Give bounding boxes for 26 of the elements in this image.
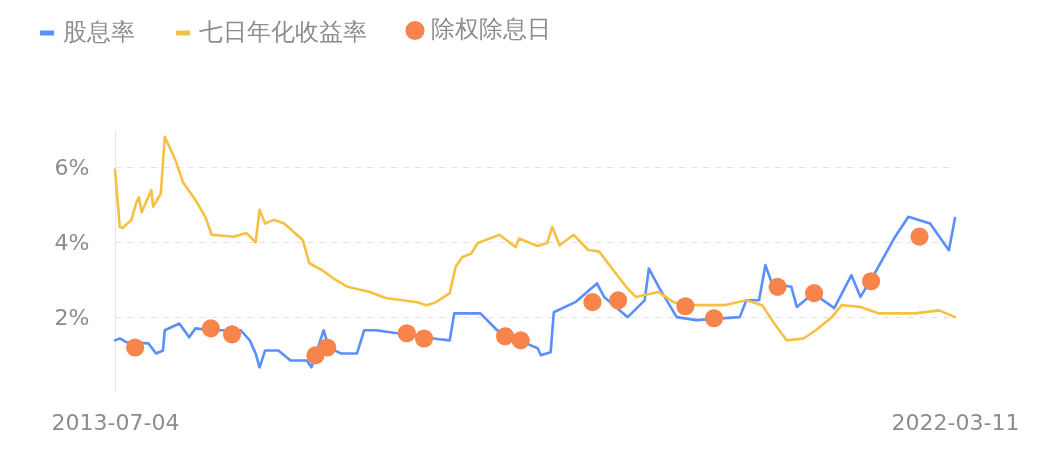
- point: [414, 329, 434, 348]
- point: [511, 331, 530, 350]
- point: [222, 325, 242, 344]
- point: [495, 327, 515, 346]
- point: [861, 272, 881, 291]
- point: [201, 319, 220, 338]
- point: [910, 227, 929, 246]
- legend-label: 七日年化收益率: [199, 18, 367, 46]
- y-tick-label: 6%: [54, 154, 90, 180]
- y-tick-label: 2%: [54, 304, 90, 330]
- point: [397, 324, 416, 343]
- point: [609, 291, 628, 310]
- x-tick-label: 2022-03-11: [891, 409, 1020, 435]
- point: [676, 297, 695, 316]
- y-tick-label: 4%: [54, 229, 90, 255]
- point: [805, 284, 824, 303]
- point: [768, 277, 787, 296]
- line-series: [113, 215, 957, 369]
- point: [318, 338, 337, 357]
- x-tick-label: 2013-07-04: [51, 409, 180, 435]
- legend-label: 股息率: [63, 18, 135, 46]
- legend-label: 除权除息日: [431, 15, 551, 44]
- point: [704, 309, 724, 328]
- point: [583, 293, 602, 312]
- point: [126, 338, 145, 357]
- line-series: [113, 135, 957, 342]
